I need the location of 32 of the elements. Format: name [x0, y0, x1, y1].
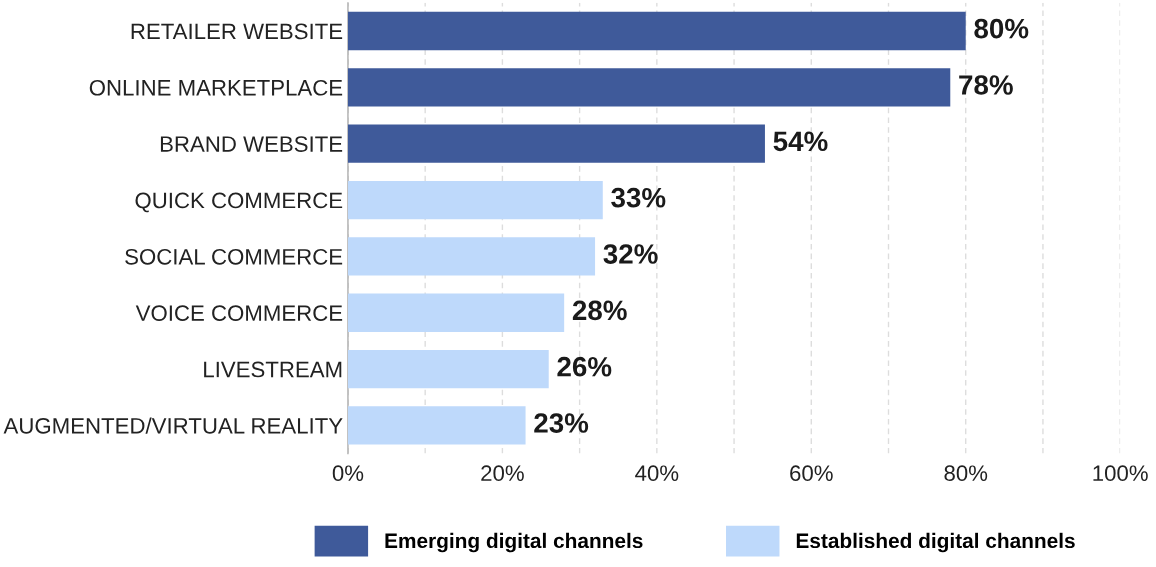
y-tick-label: LIVESTREAM [204, 361, 342, 378]
y-tick-label: SOCIAL COMMERCE [125, 248, 343, 265]
x-tick-label: 40% [635, 465, 679, 482]
bar [347, 237, 596, 276]
bar [347, 68, 951, 107]
bar [347, 406, 526, 445]
text: 32% [603, 244, 658, 264]
text: 54% [773, 131, 828, 152]
x-tick-label: 100% [1093, 465, 1148, 482]
text: 26% [557, 356, 612, 377]
text: 78% [959, 75, 1013, 95]
text: 28% [572, 300, 627, 321]
bar [347, 180, 603, 220]
bar [347, 124, 765, 163]
x-tick-label: 0% [332, 465, 364, 482]
text: 80% [974, 18, 1029, 39]
y-tick-label: QUICK COMMERCE [135, 192, 343, 213]
y-tick-label: RETAILER WEBSITE [131, 23, 343, 40]
legend-label: Emerging digital channels [385, 532, 643, 553]
x-tick-label: 60% [790, 465, 833, 482]
text: 33% [611, 187, 666, 208]
y-tick-label: AUGMENTED/VIRTUAL REALITY [3, 417, 343, 434]
text: 23% [534, 413, 589, 433]
x-tick-label: 20% [481, 465, 524, 482]
legend-label: Established digital channels [796, 532, 1075, 553]
y-tick-label: BRAND WEBSITE [160, 136, 343, 152]
bar [347, 11, 966, 51]
x-tick-label: 80% [944, 465, 988, 482]
y-tick-label: ONLINE MARKETPLACE [89, 79, 343, 96]
bar [347, 293, 565, 332]
y-tick-label: VOICE COMMERCE [135, 305, 343, 322]
bar [347, 349, 549, 389]
